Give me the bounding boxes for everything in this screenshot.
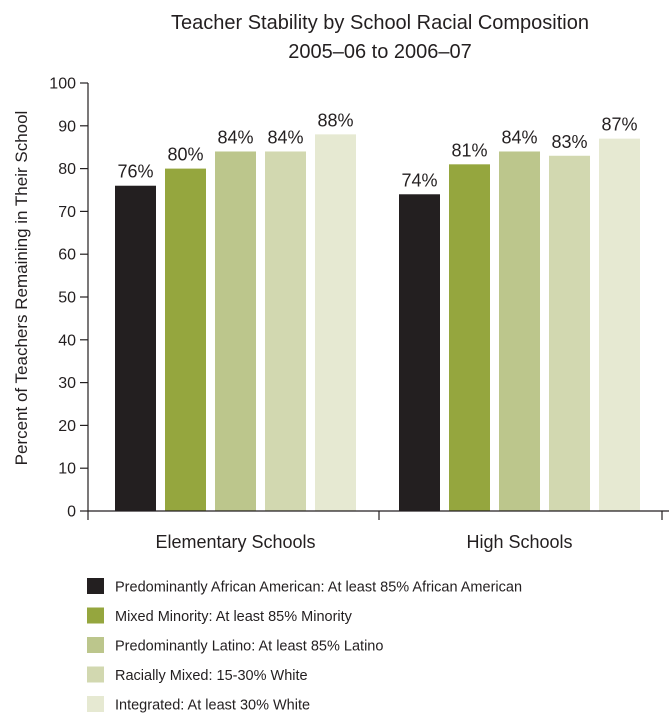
legend-label: Predominantly African American: At least… (115, 580, 522, 596)
x-axis: Elementary Schools High Schools (87, 510, 669, 552)
y-tick-label: 90 (58, 118, 76, 135)
category-label: Elementary Schools (155, 532, 315, 552)
y-tick-label: 10 (58, 461, 76, 478)
legend-swatch (87, 696, 104, 712)
bar (449, 164, 490, 511)
bar (315, 134, 356, 512)
bar-data-label: 88% (317, 110, 353, 130)
bar-data-label: 80% (167, 145, 203, 165)
bar-data-label: 74% (401, 170, 437, 190)
category-label: High Schools (466, 532, 572, 552)
bars: 76% 80% 84% 84% 88% 74% 81% 84% 83% 87% (115, 110, 640, 512)
bar (115, 185, 156, 511)
y-tick-label: 0 (67, 504, 76, 521)
y-tick-label: 30 (58, 375, 76, 392)
bar-data-label: 76% (117, 162, 153, 182)
bar (399, 194, 440, 511)
chart-title-line-1: Teacher Stability by School Racial Compo… (171, 12, 589, 34)
y-axis: 0 10 20 30 40 50 60 70 80 90 100 (49, 76, 89, 521)
bar (165, 168, 206, 511)
y-tick-label: 20 (58, 418, 76, 435)
legend-swatch (87, 578, 104, 594)
legend-label: Integrated: At least 30% White (115, 698, 310, 713)
bar-data-label: 83% (551, 132, 587, 152)
y-tick-label: 100 (49, 76, 76, 93)
bar (215, 151, 256, 512)
y-tick-label: 40 (58, 332, 76, 349)
legend: Predominantly African American: At least… (87, 578, 522, 713)
legend-swatch (87, 666, 104, 683)
y-tick-label: 50 (58, 290, 76, 307)
legend-swatch (87, 607, 104, 624)
legend-label: Predominantly Latino: At least 85% Latin… (115, 639, 383, 655)
bar-data-label: 87% (601, 115, 637, 135)
bar (499, 151, 540, 512)
bar-data-label: 81% (451, 140, 487, 160)
bar (549, 155, 590, 511)
y-tick-label: 80 (58, 161, 76, 178)
legend-label: Racially Mixed: 15-30% White (115, 668, 308, 684)
y-tick-label: 60 (58, 247, 76, 264)
legend-swatch (87, 637, 104, 653)
y-tick-label: 70 (58, 204, 76, 221)
legend-label: Mixed Minority: At least 85% Minority (115, 609, 353, 625)
bar (599, 138, 640, 511)
bar-data-label: 84% (501, 127, 537, 147)
bar (265, 151, 306, 512)
bar-data-label: 84% (217, 127, 253, 147)
y-axis-title: Percent of Teachers Remaining in Their S… (12, 111, 31, 466)
chart-title-line-2: 2005–06 to 2006–07 (288, 41, 472, 63)
bar-data-label: 84% (267, 127, 303, 147)
